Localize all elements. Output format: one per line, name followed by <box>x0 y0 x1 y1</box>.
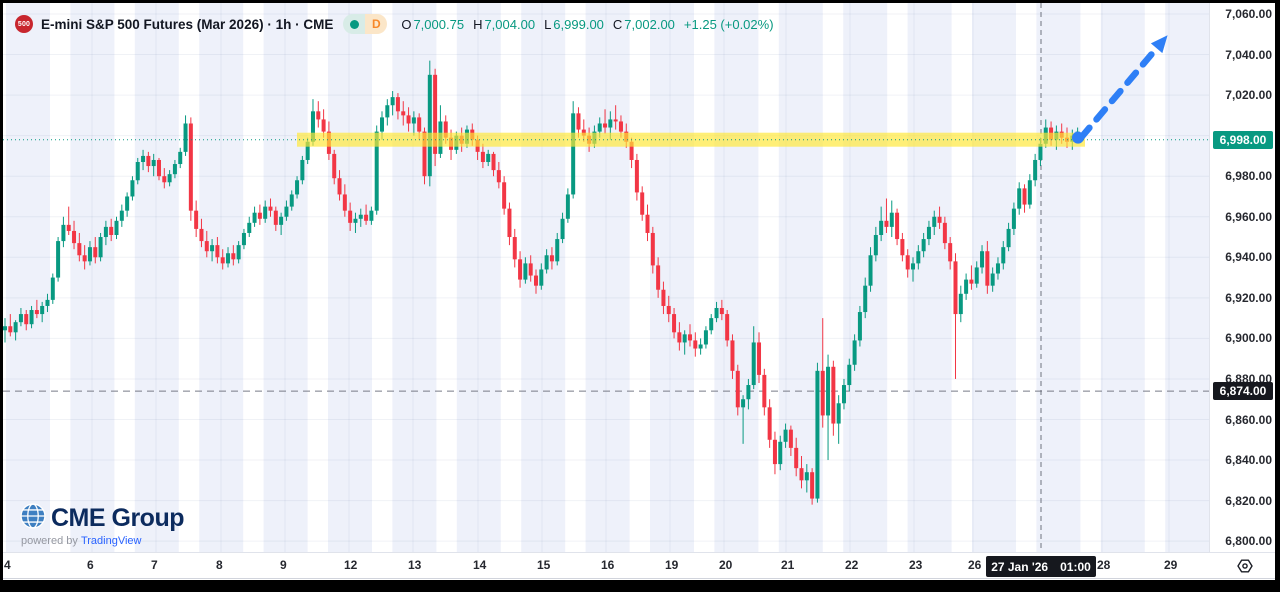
time-tick-label: 8 <box>216 558 223 572</box>
time-tick-label: 13 <box>408 558 422 572</box>
level-price-badge: 6,874.00 <box>1213 382 1273 401</box>
time-axis[interactable]: 27 Jan '26 01:00 4 6 7 8 9 12 13 14 15 16 19 20 21 22… <box>3 552 1275 579</box>
crosshair-time-badge: 27 Jan '26 01:00 <box>986 556 1096 577</box>
close-label: C <box>612 16 623 32</box>
cme-group-logo: CME Group <box>51 504 185 532</box>
crosshair-time: 01:00 <box>1060 559 1091 574</box>
time-tick-label: 15 <box>537 558 551 572</box>
price-tick-label: 6,960.00 <box>1225 209 1272 224</box>
price-tick-label: 7,060.00 <box>1225 7 1272 21</box>
sp500-logo-icon: 500 <box>15 15 33 33</box>
open-label: O <box>401 16 412 32</box>
price-axis[interactable]: 6,874.00 6,998.00 7,060.00 7,040.00 7,020.… <box>1209 3 1275 552</box>
price-tick-label: 6,900.00 <box>1225 331 1272 346</box>
price-tick-label: 7,020.00 <box>1225 88 1272 103</box>
watermark: CME Group powered by TradingView <box>20 503 185 547</box>
chart-header: 500 E-mini S&P 500 Futures (Mar 2026) · … <box>15 12 774 36</box>
time-tick-label: 19 <box>665 558 679 572</box>
time-tick-label: 16 <box>601 558 615 572</box>
symbol-title[interactable]: E-mini S&P 500 Futures (Mar 2026) · 1h ·… <box>41 16 334 32</box>
chart-canvas[interactable] <box>3 3 1209 552</box>
price-tick-label: 6,800.00 <box>1225 534 1272 549</box>
axis-settings-icon[interactable] <box>1236 557 1254 575</box>
high-value: 7,004.00 <box>484 16 536 32</box>
time-tick-label: 14 <box>473 558 487 572</box>
price-tick-label: 6,980.00 <box>1225 169 1272 184</box>
time-tick-label: 26 <box>968 558 982 572</box>
time-tick-label: 7 <box>151 558 158 572</box>
price-tick-label: 6,920.00 <box>1225 290 1272 305</box>
market-status-badge[interactable]: D <box>343 14 388 34</box>
low-value: 6,999.00 <box>553 16 604 32</box>
delayed-data-badge: D <box>365 14 388 34</box>
market-open-dot-icon <box>343 14 366 34</box>
price-tick-label: 6,940.00 <box>1225 250 1272 265</box>
high-label: H <box>473 16 483 32</box>
time-tick-label: 4 <box>4 558 11 572</box>
price-tick-label: 7,040.00 <box>1225 47 1272 62</box>
time-tick-label: 22 <box>845 558 859 572</box>
tradingview-link[interactable]: TradingView <box>80 535 142 547</box>
low-label: L <box>544 16 552 32</box>
price-tick-label: 6,820.00 <box>1225 493 1272 508</box>
time-tick-label: 23 <box>909 558 923 572</box>
current-price-badge: 6,998.00 <box>1213 130 1273 149</box>
time-tick-label: 21 <box>781 558 795 572</box>
close-value: 7,002.00 <box>624 16 675 32</box>
price-tick-label: 6,840.00 <box>1225 453 1272 468</box>
time-tick-label: 28 <box>1097 558 1111 572</box>
time-tick-label: 12 <box>344 558 358 572</box>
open-value: 7,000.75 <box>413 16 465 32</box>
time-tick-label: 6 <box>87 558 94 572</box>
price-tick-label: 6,860.00 <box>1225 412 1272 427</box>
change-value: +1.25 (+0.02%) <box>683 16 774 32</box>
crosshair-date: 27 Jan '26 <box>991 559 1049 574</box>
powered-by-label: powered by <box>21 535 78 547</box>
chart-content: 500 E-mini S&P 500 Futures (Mar 2026) · … <box>3 3 1275 580</box>
ohlc-readout: O 7,000.75 H 7,004.00 L 6,999.00 C 7,002.00 … <box>401 17 773 32</box>
time-tick-label: 29 <box>1164 558 1178 572</box>
time-tick-label: 20 <box>719 558 733 572</box>
globe-icon <box>20 503 46 534</box>
time-tick-label: 9 <box>280 558 287 572</box>
